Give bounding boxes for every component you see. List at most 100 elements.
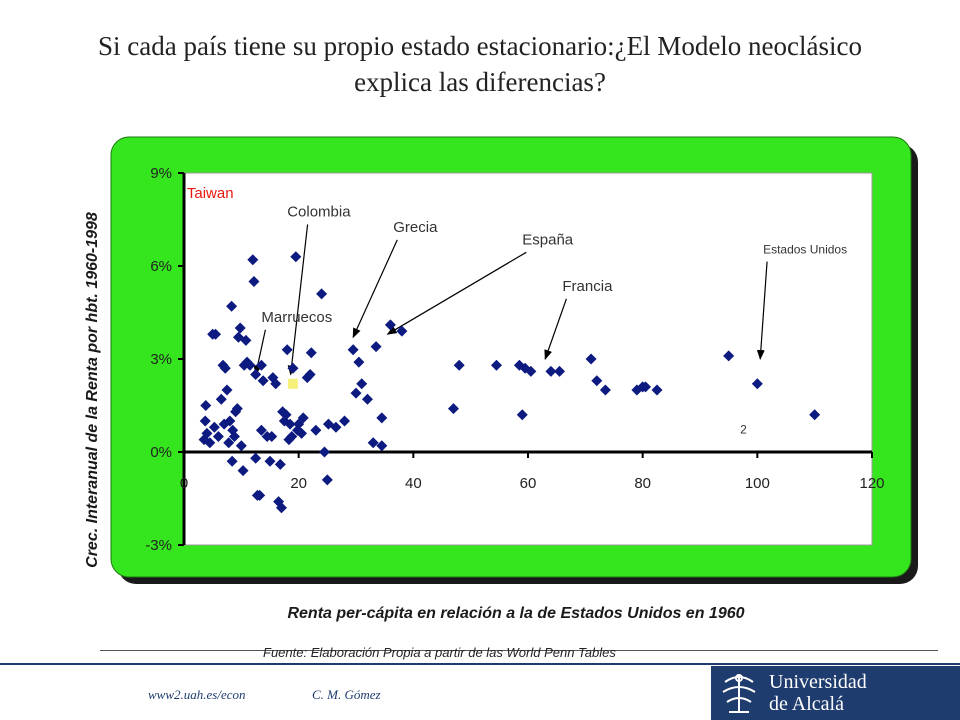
annotation-label: Francia [562,278,613,295]
data-point [585,353,597,365]
data-point [453,359,465,371]
data-point [224,415,236,427]
data-point [247,254,259,266]
data-point [809,409,821,421]
annotation-label: Marruecos [261,309,332,326]
source-note: Fuente: Elaboración Propia a partir de l… [263,645,616,660]
annotation-label: España [522,231,574,248]
data-point [201,427,213,439]
data-point [640,381,652,393]
data-point [490,359,502,371]
data-point [318,446,330,458]
data-point [356,378,368,390]
data-point [215,393,227,405]
data-point [254,489,266,501]
annotation-arrow [756,261,768,360]
annotation-arrow [253,329,266,376]
data-point [248,276,260,287]
data-point [330,421,342,433]
data-point [266,431,278,442]
data-point [255,359,267,371]
data-point [237,465,249,477]
data-point [297,412,309,424]
y-tick-label: 9% [150,165,172,182]
data-point [275,502,287,514]
x-tick-label: 60 [520,475,537,492]
data-point [347,344,359,356]
data-point [353,356,365,368]
data-point [286,431,298,442]
axes [178,172,873,546]
data-point [723,350,735,362]
data-point [350,387,362,399]
slide-title: Si cada país tiene su propio estado esta… [97,31,862,97]
annotation-label: Colombia [287,203,351,220]
data-point [281,344,293,356]
data-point [296,427,308,439]
annotation-arrow [544,298,567,360]
data-point [284,418,296,430]
data-point [204,437,216,449]
data-point [290,251,302,263]
data-point [234,322,246,334]
data-point [545,365,557,377]
data-point [228,431,240,442]
data-point [208,421,220,433]
scatter-chart: -3% 0% 3% 6% 9% 0 20 40 60 80 100 120 Taiwan Colombi… [84,136,918,622]
y-tick-label: -3% [145,537,172,554]
annotation-label: Taiwan [187,185,234,202]
data-point [651,384,663,396]
annotation-label: Grecia [393,219,438,236]
data-point [287,362,299,374]
data-point [244,359,256,371]
data-point [200,400,212,411]
data-point [264,455,276,467]
data-point [199,415,211,427]
y-tick-label: 0% [150,444,172,461]
footer-rule-top [100,650,938,651]
data-point [396,325,408,337]
data-point [212,431,224,442]
university-name: Universidad de Alcalá [769,671,867,715]
data-point [226,455,238,467]
y-tick-label: 3% [150,351,172,368]
data-point [221,384,233,396]
annotations: Taiwan Colombia Grecia España Francia Estados… [187,185,847,437]
x-axis-title: Renta per-cápita en relación a la de Est… [287,605,744,622]
data-point [235,440,247,452]
university-name-line1: Universidad [769,671,867,693]
data-point [376,412,388,424]
data-point [751,378,763,390]
data-point [304,369,316,380]
footer-url[interactable]: www2.uah.es/econ [148,687,246,702]
data-point [250,452,262,464]
y-axis-title: Crec. Interanual de la Renta por hbt. 19… [84,212,101,568]
x-tick-label: 20 [290,475,307,492]
y-tick-label: 6% [150,258,172,275]
data-point [255,424,267,436]
footer-rule-bottom [0,663,960,665]
data-point [226,300,238,312]
data-point [447,403,459,415]
data-point [316,288,328,300]
annotation-label: Estados Unidos [763,243,847,257]
data-point [384,319,396,331]
x-tick-label: 40 [405,475,422,492]
data-point [257,375,269,387]
x-tick-label: 80 [634,475,651,492]
data-point [367,437,379,449]
annotation-arrow [386,251,527,335]
footer-author: C. M. Gómez [312,687,381,702]
tick-labels: -3% 0% 3% 6% 9% 0 20 40 60 80 100 120 [145,165,884,554]
annotation-arrow [287,224,309,376]
data-point [223,437,235,449]
data-point [305,347,317,359]
data-point [376,440,388,452]
data-point [231,403,243,415]
data-point [525,365,537,377]
data-point [599,384,611,396]
data-point [361,393,373,405]
data-point [339,415,351,427]
highlighted-point [287,378,298,389]
data-point [310,424,322,436]
